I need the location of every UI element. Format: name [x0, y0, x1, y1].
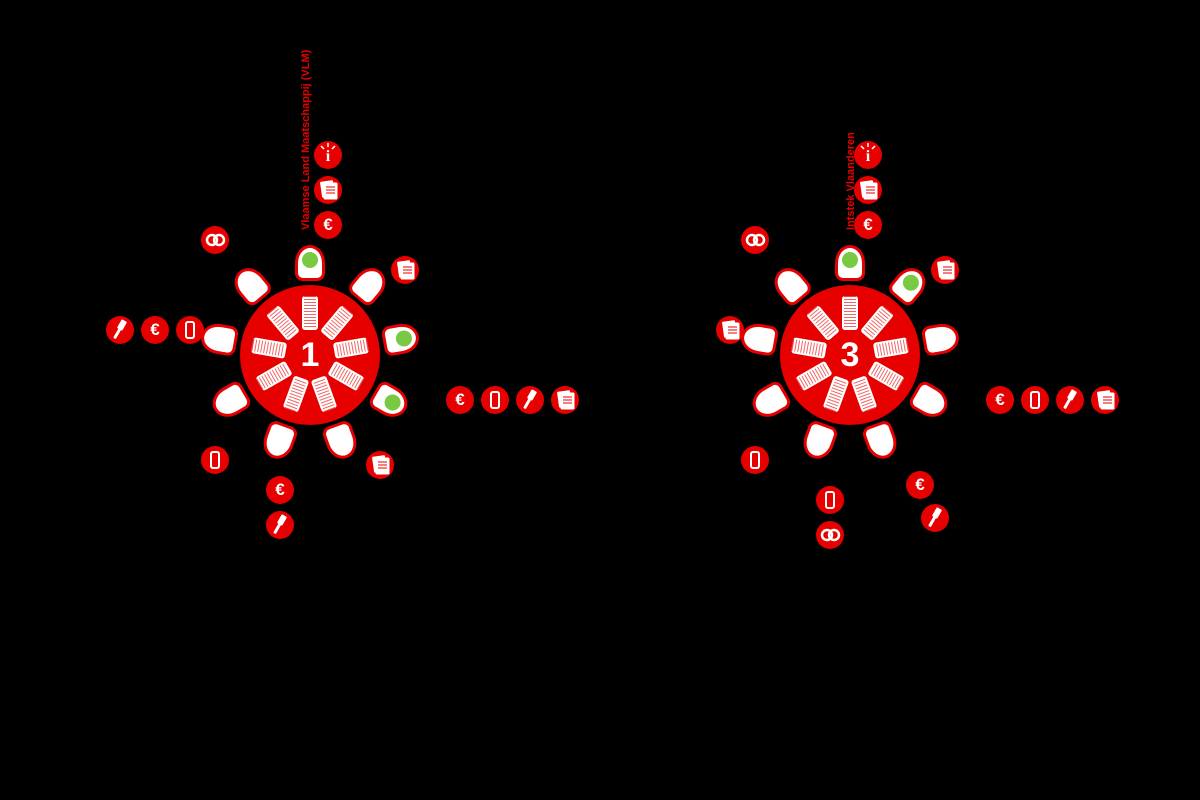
euro-icon: €	[266, 476, 294, 504]
seat-occupied	[295, 245, 325, 281]
docs-icon	[716, 316, 744, 344]
info-icon: i	[854, 141, 882, 169]
euro-icon: €	[854, 211, 882, 239]
euro-icon: €	[141, 316, 169, 344]
seat-empty	[798, 419, 839, 463]
seat-empty	[321, 419, 362, 463]
info-icon: i	[314, 141, 342, 169]
seat-indicator	[842, 252, 858, 268]
hammer-icon	[516, 386, 544, 414]
phone-icon	[201, 446, 229, 474]
euro-icon: €	[314, 211, 342, 239]
hub-number: 1	[301, 336, 320, 375]
seat-indicator	[381, 392, 403, 414]
links-icon	[741, 226, 769, 254]
cluster-label: Vlaamse Land Maatschappij (VLM)	[300, 50, 312, 230]
euro-icon: €	[446, 386, 474, 414]
hub-slot	[842, 296, 858, 330]
svg-text:i: i	[866, 148, 871, 165]
links-icon	[816, 521, 844, 549]
seat-empty	[258, 419, 299, 463]
seat-occupied	[367, 379, 413, 423]
docs-icon	[854, 176, 882, 204]
hammer-icon	[106, 316, 134, 344]
cluster-label: Intstek Vlaanderen	[845, 132, 857, 230]
seat-indicator	[302, 252, 318, 268]
seat-occupied	[835, 245, 865, 281]
docs-icon	[931, 256, 959, 284]
hammer-icon	[266, 511, 294, 539]
docs-icon	[1091, 386, 1119, 414]
seat-occupied	[380, 321, 421, 357]
docs-icon	[366, 451, 394, 479]
phone-icon	[816, 486, 844, 514]
docs-icon	[314, 176, 342, 204]
docs-icon	[391, 256, 419, 284]
seat-empty	[861, 419, 902, 463]
seat-empty	[739, 321, 780, 357]
svg-text:i: i	[326, 148, 331, 165]
seat-indicator	[394, 329, 413, 348]
diagram-stage: 1 i € €	[0, 0, 1200, 800]
euro-icon: €	[906, 471, 934, 499]
seat-empty	[907, 379, 953, 423]
docs-icon	[551, 386, 579, 414]
seat-indicator	[900, 271, 923, 294]
phone-icon	[1021, 386, 1049, 414]
euro-icon: €	[986, 386, 1014, 414]
phone-icon	[481, 386, 509, 414]
hub-number: 3	[841, 336, 860, 375]
phone-icon	[176, 316, 204, 344]
hammer-icon	[1056, 386, 1084, 414]
seat-empty	[199, 321, 240, 357]
hammer-icon	[921, 504, 949, 532]
links-icon	[201, 226, 229, 254]
seat-empty	[920, 321, 961, 357]
hub-slot	[302, 296, 318, 330]
phone-icon	[741, 446, 769, 474]
